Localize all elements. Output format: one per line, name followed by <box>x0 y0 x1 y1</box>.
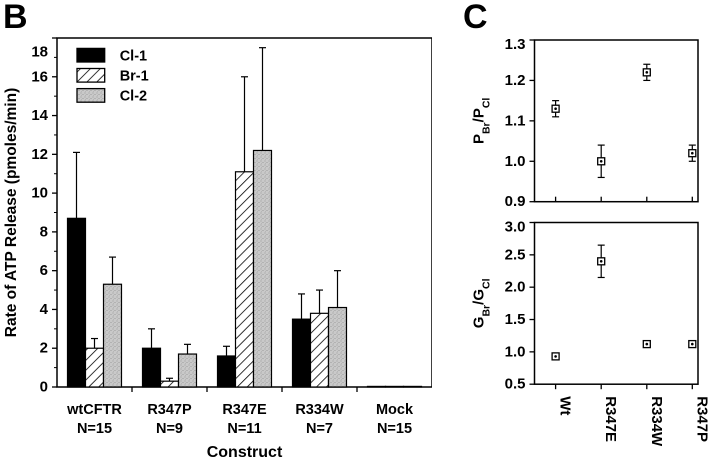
svg-text:2.5: 2.5 <box>505 246 526 263</box>
svg-text:6: 6 <box>40 262 48 279</box>
svg-text:R334W: R334W <box>648 396 665 447</box>
svg-text:1.5: 1.5 <box>505 311 526 328</box>
svg-text:0.9: 0.9 <box>505 193 526 210</box>
svg-text:0: 0 <box>40 379 48 396</box>
svg-text:R334W: R334W <box>295 402 344 418</box>
svg-text:16: 16 <box>31 68 48 85</box>
svg-text:Cl-1: Cl-1 <box>120 49 147 65</box>
svg-text:Rate of ATP Release (pmoles/mi: Rate of ATP Release (pmoles/min) <box>3 88 20 338</box>
svg-text:12: 12 <box>31 146 48 163</box>
svg-text:Mock: Mock <box>376 402 414 418</box>
svg-text:N=11: N=11 <box>227 421 261 437</box>
svg-text:1.0: 1.0 <box>505 153 526 170</box>
svg-text:0.5: 0.5 <box>505 376 526 393</box>
svg-text:Cl-2: Cl-2 <box>120 89 147 105</box>
svg-text:N=15: N=15 <box>77 421 112 437</box>
svg-text:B: B <box>3 0 28 36</box>
svg-text:GBr/GCl: GBr/GCl <box>471 278 493 328</box>
svg-text:1.2: 1.2 <box>505 72 526 89</box>
svg-text:4: 4 <box>40 301 49 318</box>
svg-text:R347E: R347E <box>602 396 619 442</box>
svg-text:18: 18 <box>31 44 48 61</box>
svg-text:C: C <box>463 0 488 36</box>
svg-text:Br-1: Br-1 <box>120 69 149 85</box>
svg-text:8: 8 <box>40 223 48 240</box>
svg-text:1.3: 1.3 <box>505 36 526 53</box>
svg-text:N=15: N=15 <box>377 421 412 437</box>
svg-text:1.0: 1.0 <box>505 343 526 360</box>
svg-text:2: 2 <box>40 340 48 357</box>
svg-text:2.0: 2.0 <box>505 279 526 296</box>
svg-text:Wt: Wt <box>557 396 574 415</box>
svg-text:3.0: 3.0 <box>505 219 526 236</box>
svg-text:N=7: N=7 <box>306 421 333 437</box>
svg-text:14: 14 <box>31 107 48 124</box>
svg-text:1.1: 1.1 <box>505 112 526 129</box>
svg-text:R347E: R347E <box>222 402 267 418</box>
svg-text:10: 10 <box>31 185 48 202</box>
svg-text:R347P: R347P <box>693 396 710 442</box>
svg-text:wtCFTR: wtCFTR <box>66 402 122 418</box>
svg-text:R347P: R347P <box>147 402 192 418</box>
svg-text:Construct: Construct <box>207 444 283 461</box>
svg-text:N=9: N=9 <box>156 421 183 437</box>
svg-text:PBr/PCl: PBr/PCl <box>471 98 493 144</box>
